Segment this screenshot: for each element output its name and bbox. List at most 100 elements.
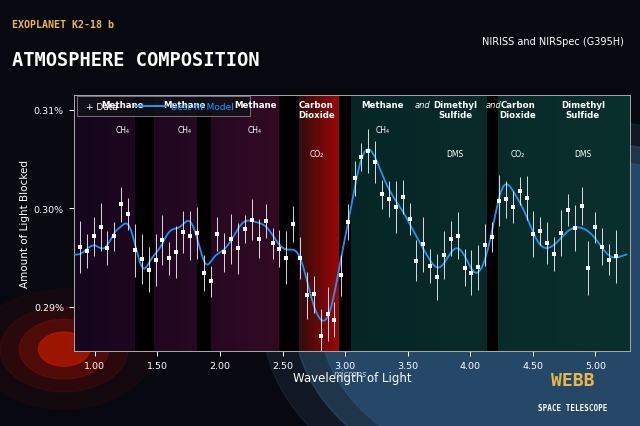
Text: microns: microns xyxy=(334,369,367,378)
Bar xyxy=(490,96,491,351)
Bar xyxy=(532,96,534,351)
Bar xyxy=(507,96,508,351)
Y-axis label: Amount of Light Blocked: Amount of Light Blocked xyxy=(20,160,29,288)
Bar xyxy=(445,96,446,351)
Bar xyxy=(347,96,348,351)
FancyBboxPatch shape xyxy=(77,96,250,116)
Bar xyxy=(618,96,619,351)
Point xyxy=(171,249,181,256)
Bar xyxy=(212,96,214,351)
Bar xyxy=(285,96,286,351)
Bar xyxy=(97,96,98,351)
Bar xyxy=(579,96,580,351)
Bar xyxy=(547,96,548,351)
Bar xyxy=(140,96,141,351)
Bar xyxy=(116,96,118,351)
Point xyxy=(157,237,168,244)
Bar xyxy=(110,96,111,351)
Point xyxy=(288,221,298,228)
Bar xyxy=(537,96,538,351)
Bar xyxy=(541,96,543,351)
Point xyxy=(308,291,319,298)
Bar xyxy=(336,96,337,351)
Bar xyxy=(599,96,600,351)
Bar xyxy=(548,96,550,351)
Point xyxy=(260,219,271,225)
Bar xyxy=(77,96,79,351)
Point xyxy=(577,204,587,210)
Bar xyxy=(126,96,127,351)
Bar xyxy=(98,96,99,351)
Bar xyxy=(276,96,278,351)
Bar xyxy=(130,96,131,351)
Point xyxy=(275,246,285,253)
Bar xyxy=(360,96,362,351)
Bar xyxy=(419,96,420,351)
Bar xyxy=(461,96,462,351)
Point xyxy=(205,278,216,285)
Point xyxy=(123,211,133,218)
Bar xyxy=(83,96,84,351)
Point xyxy=(109,233,120,240)
Bar xyxy=(516,96,518,351)
Bar xyxy=(246,96,247,351)
Bar xyxy=(459,96,461,351)
Bar xyxy=(567,96,568,351)
Bar xyxy=(462,96,463,351)
Bar xyxy=(266,96,268,351)
Point xyxy=(192,230,202,237)
Bar xyxy=(498,96,499,351)
Bar xyxy=(197,96,198,351)
Bar xyxy=(326,96,328,351)
Bar xyxy=(257,96,258,351)
Bar xyxy=(509,96,511,351)
Bar xyxy=(501,96,502,351)
Bar xyxy=(545,96,547,351)
Point xyxy=(302,292,312,299)
Bar xyxy=(438,96,439,351)
Bar xyxy=(350,96,351,351)
Bar xyxy=(175,96,176,351)
Bar xyxy=(600,96,602,351)
Bar xyxy=(328,96,329,351)
Bar xyxy=(263,96,264,351)
Point xyxy=(185,233,195,239)
Bar xyxy=(150,96,152,351)
Bar xyxy=(563,96,564,351)
Bar xyxy=(564,96,566,351)
Bar xyxy=(453,96,455,351)
Bar xyxy=(243,96,244,351)
Bar xyxy=(340,96,341,351)
Bar xyxy=(181,96,182,351)
Bar xyxy=(561,96,563,351)
Point xyxy=(397,194,408,201)
Bar xyxy=(170,96,172,351)
Point xyxy=(226,236,236,243)
Bar xyxy=(623,96,625,351)
Bar xyxy=(114,96,115,351)
Bar xyxy=(169,96,170,351)
Text: EXOPLANET K2-18 b: EXOPLANET K2-18 b xyxy=(12,20,113,30)
Point xyxy=(494,198,504,205)
Point xyxy=(198,270,209,276)
Bar xyxy=(309,96,310,351)
Bar xyxy=(365,96,367,351)
Bar xyxy=(620,96,622,351)
Bar xyxy=(534,96,536,351)
Bar xyxy=(119,96,121,351)
Bar xyxy=(402,96,403,351)
Bar xyxy=(433,96,435,351)
Point xyxy=(88,233,99,240)
Bar xyxy=(254,96,255,351)
Bar xyxy=(242,96,243,351)
Bar xyxy=(179,96,180,351)
Bar xyxy=(371,96,373,351)
Bar xyxy=(297,96,298,351)
Point xyxy=(356,154,367,161)
Bar xyxy=(590,96,591,351)
Bar xyxy=(410,96,412,351)
Bar xyxy=(377,96,379,351)
Bar xyxy=(611,96,612,351)
X-axis label: Wavelength of Light: Wavelength of Light xyxy=(292,371,412,385)
Bar xyxy=(449,96,451,351)
